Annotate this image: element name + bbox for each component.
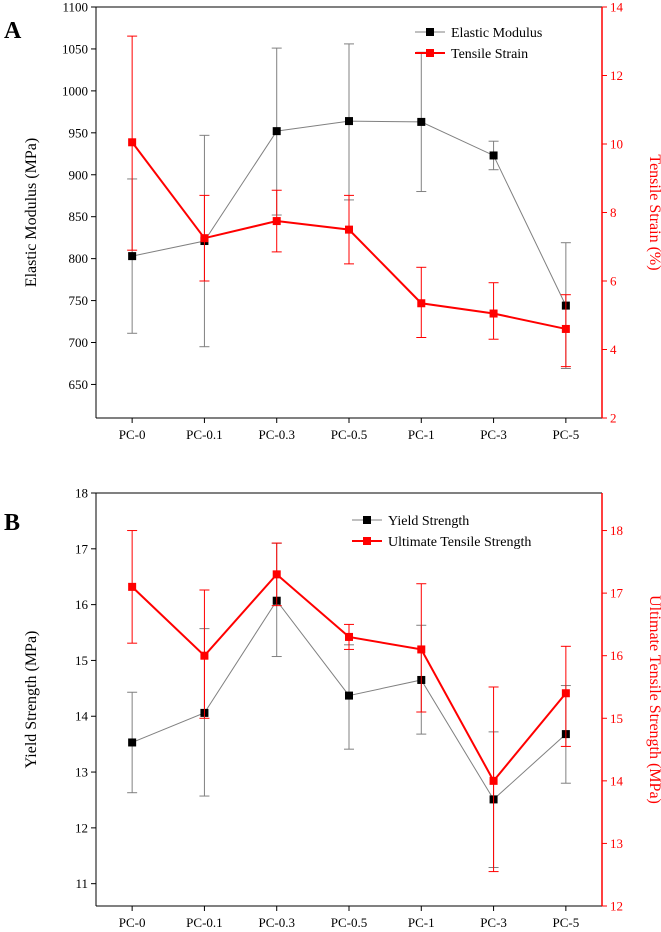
right-axis-label: Tensile Strain (%) [646,154,661,270]
right-tick-label: 8 [610,205,617,220]
panel-b-chart: B PC-0 PC-0.1 PC-0.3 PC-0.5 PC-1 PC-3 PC-5 11 12 1… [4,486,661,931]
left-tick-label: 850 [69,209,89,224]
x-tick-label: PC-0.1 [186,427,222,442]
right-tick-label: 4 [610,342,617,357]
right-tick-label: 12 [610,899,623,914]
series-secondary [127,35,571,368]
left-tick-label: 700 [69,335,89,350]
data-point [345,225,353,234]
data-point [128,138,137,147]
legend-marker [363,516,371,524]
x-tick-label: PC-0.5 [331,427,367,442]
x-tick-label: PC-1 [408,915,435,930]
x-tick-label: PC-0.3 [258,915,294,930]
left-tick-label: 11 [75,876,88,891]
x-tick-label: PC-0.1 [186,915,222,930]
series-secondary [127,530,571,873]
panel-a-chart: A PC-0 PC-0.1 PC-0.3 PC-0.5 PC-1 PC-3 PC-5 650 70… [4,0,661,442]
right-axis-label: Ultimate Tensile Strength (MPa) [646,595,661,804]
data-point [417,645,426,654]
data-point [489,309,498,318]
right-tick-label: 14 [610,773,624,788]
x-tick-label: PC-1 [408,427,435,442]
data-point [345,691,353,700]
left-tick-label: 15 [75,653,88,668]
legend-marker [363,537,371,545]
legend-marker [426,49,434,57]
x-tick-label: PC-5 [552,427,579,442]
x-tick-label: PC-0.3 [258,427,294,442]
left-tick-label: 1050 [62,41,88,56]
left-tick-label: 650 [69,377,89,392]
right-tick-label: 2 [610,411,617,426]
data-point [272,570,281,579]
right-tick-label: 14 [610,0,624,15]
left-axis-label: Elastic Modulus (MPa) [23,138,40,287]
left-tick-label: 14 [75,709,89,724]
left-tick-label: 900 [69,167,89,182]
data-point [345,632,353,641]
legend-label: Ultimate Tensile Strength [388,535,531,550]
x-tick-label: PC-0 [119,427,146,442]
legend: Yield Strength Ultimate Tensile Strength [352,514,531,550]
left-tick-label: 13 [75,765,88,780]
left-tick-label: 750 [69,293,89,308]
x-tick-label: PC-3 [480,427,507,442]
legend: Elastic Modulus Tensile Strain [415,26,542,62]
data-point [200,651,209,660]
left-tick-label: 950 [69,125,89,140]
series-primary [127,542,571,868]
left-tick-label: 800 [69,251,89,266]
right-tick-label: 6 [610,274,617,289]
data-point [200,234,209,243]
x-tick-label: PC-0 [119,915,146,930]
left-tick-label: 1000 [62,83,88,98]
left-tick-label: 18 [75,486,88,501]
right-tick-label: 10 [610,137,623,152]
x-tick-label: PC-5 [552,915,579,930]
data-point [489,776,498,785]
data-point [417,117,426,126]
legend-label: Yield Strength [388,514,469,529]
right-tick-label: 15 [610,711,623,726]
right-tick-label: 17 [610,586,624,601]
right-tick-label: 18 [610,523,623,538]
x-tick-label: PC-3 [480,915,507,930]
data-point [561,689,570,698]
data-point [272,127,281,136]
right-tick-label: 12 [610,68,623,83]
legend-marker [426,28,434,36]
left-tick-label: 12 [75,820,88,835]
data-point [128,582,137,591]
legend-label: Tensile Strain [451,47,528,62]
legend-label: Elastic Modulus [451,26,542,41]
data-point [272,217,281,226]
data-point [561,324,570,333]
right-tick-label: 13 [610,836,623,851]
left-axis-label: Yield Strength (MPa) [23,631,40,769]
data-point [489,151,498,160]
left-tick-label: 16 [75,597,89,612]
left-tick-label: 17 [75,541,89,556]
x-tick-label: PC-0.5 [331,915,367,930]
left-tick-label: 1100 [62,0,88,15]
data-point [417,299,426,308]
data-point [345,117,353,126]
panel-label: A [4,18,22,44]
data-point [128,738,137,747]
data-point [128,252,137,261]
panel-label: B [4,510,20,536]
right-tick-label: 16 [610,648,624,663]
